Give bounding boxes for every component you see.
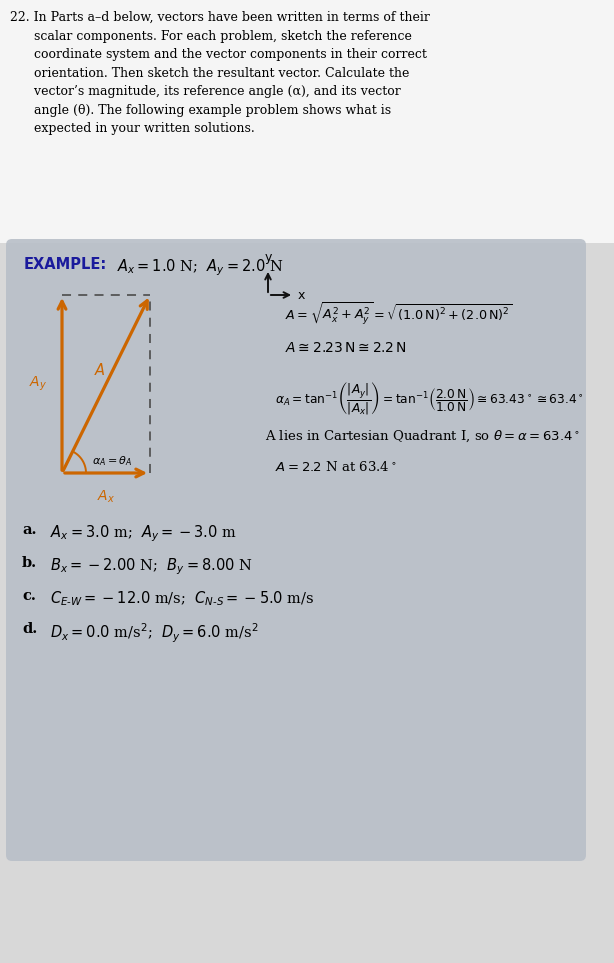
Text: $A = \sqrt{A_x^2 + A_y^2} = \sqrt{(1.0\,\mathrm{N})^2 + (2.0\,\mathrm{N})^2}$: $A = \sqrt{A_x^2 + A_y^2} = \sqrt{(1.0\,… (285, 301, 513, 327)
Text: a.: a. (22, 523, 36, 537)
Text: $A_x = 3.0$ m;  $A_y = -3.0$ m: $A_x = 3.0$ m; $A_y = -3.0$ m (50, 523, 237, 543)
Text: expected in your written solutions.: expected in your written solutions. (10, 122, 255, 135)
Text: $A_x$: $A_x$ (97, 489, 115, 506)
Text: $\alpha_A = \tan^{-1}\!\left(\dfrac{|A_y|}{|A_x|}\right) = \tan^{-1}\!\left(\dfr: $\alpha_A = \tan^{-1}\!\left(\dfrac{|A_y… (275, 380, 584, 416)
Text: $A \cong 2.23\,\mathrm{N} \cong 2.2\,\mathrm{N}$: $A \cong 2.23\,\mathrm{N} \cong 2.2\,\ma… (285, 341, 406, 355)
Text: A lies in Cartesian Quadrant I, so $\theta = \alpha = 63.4^\circ$: A lies in Cartesian Quadrant I, so $\the… (265, 429, 580, 445)
Text: c.: c. (22, 589, 36, 603)
Text: A: A (95, 362, 105, 377)
Text: $B_x = -2.00$ N;  $B_y = 8.00$ N: $B_x = -2.00$ N; $B_y = 8.00$ N (50, 556, 252, 577)
Text: d.: d. (22, 622, 37, 636)
Text: $C_{E\text{-}W} = -12.0$ m/s;  $C_{N\text{-}S} = -5.0$ m/s: $C_{E\text{-}W} = -12.0$ m/s; $C_{N\text… (50, 589, 314, 608)
Text: scalar components. For each problem, sketch the reference: scalar components. For each problem, ske… (10, 30, 412, 42)
Text: orientation. Then sketch the resultant vector. Calculate the: orientation. Then sketch the resultant v… (10, 66, 410, 80)
Text: coordinate system and the vector components in their correct: coordinate system and the vector compone… (10, 48, 427, 61)
Text: $A_y$: $A_y$ (29, 375, 47, 393)
Text: $\alpha_A = \theta_A$: $\alpha_A = \theta_A$ (92, 455, 132, 468)
Text: x: x (298, 289, 305, 301)
Text: angle (θ). The following example problem shows what is: angle (θ). The following example problem… (10, 103, 391, 117)
Text: EXAMPLE:: EXAMPLE: (24, 257, 107, 272)
Text: y: y (264, 251, 271, 264)
Text: 22. In Parts a–d below, vectors have been written in terms of their: 22. In Parts a–d below, vectors have bee… (10, 11, 430, 24)
Text: vector’s magnitude, its reference angle (α), and its vector: vector’s magnitude, its reference angle … (10, 85, 401, 98)
FancyBboxPatch shape (0, 0, 614, 243)
Text: $A = 2.2$ N at 63.4$^\circ$: $A = 2.2$ N at 63.4$^\circ$ (275, 460, 397, 474)
FancyBboxPatch shape (6, 239, 586, 861)
Text: $A_x = 1.0$ N;  $A_y = 2.0$ N: $A_x = 1.0$ N; $A_y = 2.0$ N (108, 257, 283, 277)
Text: b.: b. (22, 556, 37, 570)
Text: $D_x = 0.0$ m/s$^2$;  $D_y = 6.0$ m/s$^2$: $D_x = 0.0$ m/s$^2$; $D_y = 6.0$ m/s$^2$ (50, 622, 258, 645)
